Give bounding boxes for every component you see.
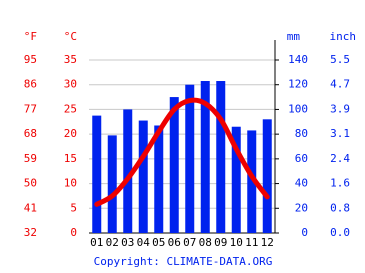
x-tick-label: 08 (199, 236, 212, 249)
bar (92, 115, 102, 233)
c-axis-label: °C (64, 30, 77, 43)
inch-tick-label: 4.7 (330, 78, 350, 91)
inch-tick-label: 0.0 (330, 226, 350, 239)
x-tick-label: 03 (121, 236, 134, 249)
f-axis-label: °F (24, 30, 37, 43)
inch-axis-label: inch (330, 30, 357, 43)
c-tick-label: 35 (64, 53, 77, 66)
bar (231, 126, 241, 233)
bar (262, 119, 272, 233)
c-tick-label: 0 (70, 226, 77, 239)
mm-tick-label: 100 (288, 102, 308, 115)
f-tick-label: 77 (24, 102, 37, 115)
inch-tick-label: 3.9 (330, 102, 350, 115)
inch-tick-label: 0.8 (330, 201, 350, 214)
c-tick-label: 30 (64, 78, 77, 91)
x-tick-label: 09 (214, 236, 227, 249)
f-tick-label: 50 (24, 177, 37, 190)
x-tick-label: 02 (106, 236, 119, 249)
mm-tick-label: 140 (288, 53, 308, 66)
bar (107, 135, 117, 233)
f-tick-label: 32 (24, 226, 37, 239)
x-tick-label: 12 (261, 236, 274, 249)
mm-tick-label: 0 (301, 226, 308, 239)
bar (185, 84, 195, 233)
bar (154, 125, 164, 233)
mm-tick-label: 20 (295, 201, 308, 214)
f-tick-label: 59 (24, 152, 37, 165)
f-tick-label: 41 (24, 201, 37, 214)
temperature-line (94, 97, 270, 207)
c-tick-label: 15 (64, 152, 77, 165)
bar (123, 109, 133, 233)
mm-tick-label: 80 (295, 127, 308, 140)
x-tick-label: 10 (230, 236, 243, 249)
x-tick-label: 07 (183, 236, 196, 249)
mm-axis-label: mm (287, 30, 301, 43)
c-tick-label: 25 (64, 102, 77, 115)
mm-tick-label: 120 (288, 78, 308, 91)
inch-tick-label: 3.1 (330, 127, 350, 140)
inch-tick-label: 5.5 (330, 53, 350, 66)
c-tick-label: 10 (64, 177, 77, 190)
bar (247, 130, 257, 233)
x-tick-label: 06 (168, 236, 181, 249)
x-tick-label: 01 (90, 236, 103, 249)
bar (200, 81, 210, 233)
x-tick-label: 05 (152, 236, 165, 249)
mm-tick-label: 40 (295, 177, 308, 190)
inch-tick-label: 2.4 (330, 152, 350, 165)
inch-tick-label: 1.6 (330, 177, 350, 190)
bar (138, 120, 148, 233)
f-tick-label: 86 (24, 78, 37, 91)
x-tick-label: 04 (137, 236, 151, 249)
f-tick-label: 95 (24, 53, 37, 66)
c-tick-label: 5 (70, 201, 77, 214)
f-tick-label: 68 (24, 127, 37, 140)
bar (169, 97, 179, 233)
c-tick-label: 20 (64, 127, 77, 140)
x-tick-label: 11 (245, 236, 258, 249)
bar (216, 81, 226, 233)
mm-tick-label: 60 (295, 152, 308, 165)
copyright: Copyright: CLIMATE-DATA.ORG (94, 255, 273, 268)
